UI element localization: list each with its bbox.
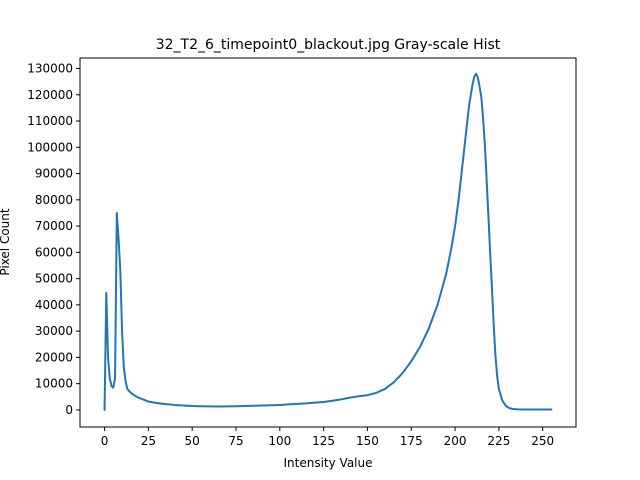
x-tick-label: 200 xyxy=(444,434,467,448)
x-tick-label: 0 xyxy=(101,434,109,448)
x-tick-label: 50 xyxy=(185,434,200,448)
y-tick-label: 80000 xyxy=(35,193,73,207)
y-tick-label: 40000 xyxy=(35,298,73,312)
y-tick-label: 30000 xyxy=(35,324,73,338)
axis-ticks: 0 25 50 75 100 125 150 175 200 225 250 0 10000 20000 3… xyxy=(27,62,554,448)
histogram-line-0 xyxy=(103,72,553,411)
y-tick-label: 90000 xyxy=(35,167,73,181)
y-tick-label: 0 xyxy=(65,403,73,417)
x-tick-label: 225 xyxy=(487,434,510,448)
y-tick-label: 20000 xyxy=(35,350,73,364)
x-tick-label: 125 xyxy=(312,434,335,448)
y-tick-label: 130000 xyxy=(27,62,73,76)
y-axis-label: Pixel Count xyxy=(0,208,12,276)
plot-frame xyxy=(79,57,577,428)
y-tick-label: 10000 xyxy=(35,377,73,391)
chart-title: 32_T2_6_timepoint0_blackout.jpg Gray-sca… xyxy=(156,37,501,53)
y-tick-label: 60000 xyxy=(35,245,73,259)
x-tick-label: 175 xyxy=(400,434,423,448)
x-tick-label: 75 xyxy=(228,434,243,448)
y-tick-label: 100000 xyxy=(27,140,73,154)
plot-area xyxy=(79,57,577,428)
x-axis-label: Intensity Value xyxy=(284,456,373,470)
x-tick-label: 250 xyxy=(531,434,554,448)
x-tick-label: 150 xyxy=(356,434,379,448)
y-tick-label: 70000 xyxy=(35,219,73,233)
y-tick-label: 120000 xyxy=(27,88,73,102)
y-tick-label: 110000 xyxy=(27,114,73,128)
y-tick-label: 50000 xyxy=(35,272,73,286)
x-tick-label: 100 xyxy=(268,434,291,448)
x-tick-label: 25 xyxy=(141,434,156,448)
